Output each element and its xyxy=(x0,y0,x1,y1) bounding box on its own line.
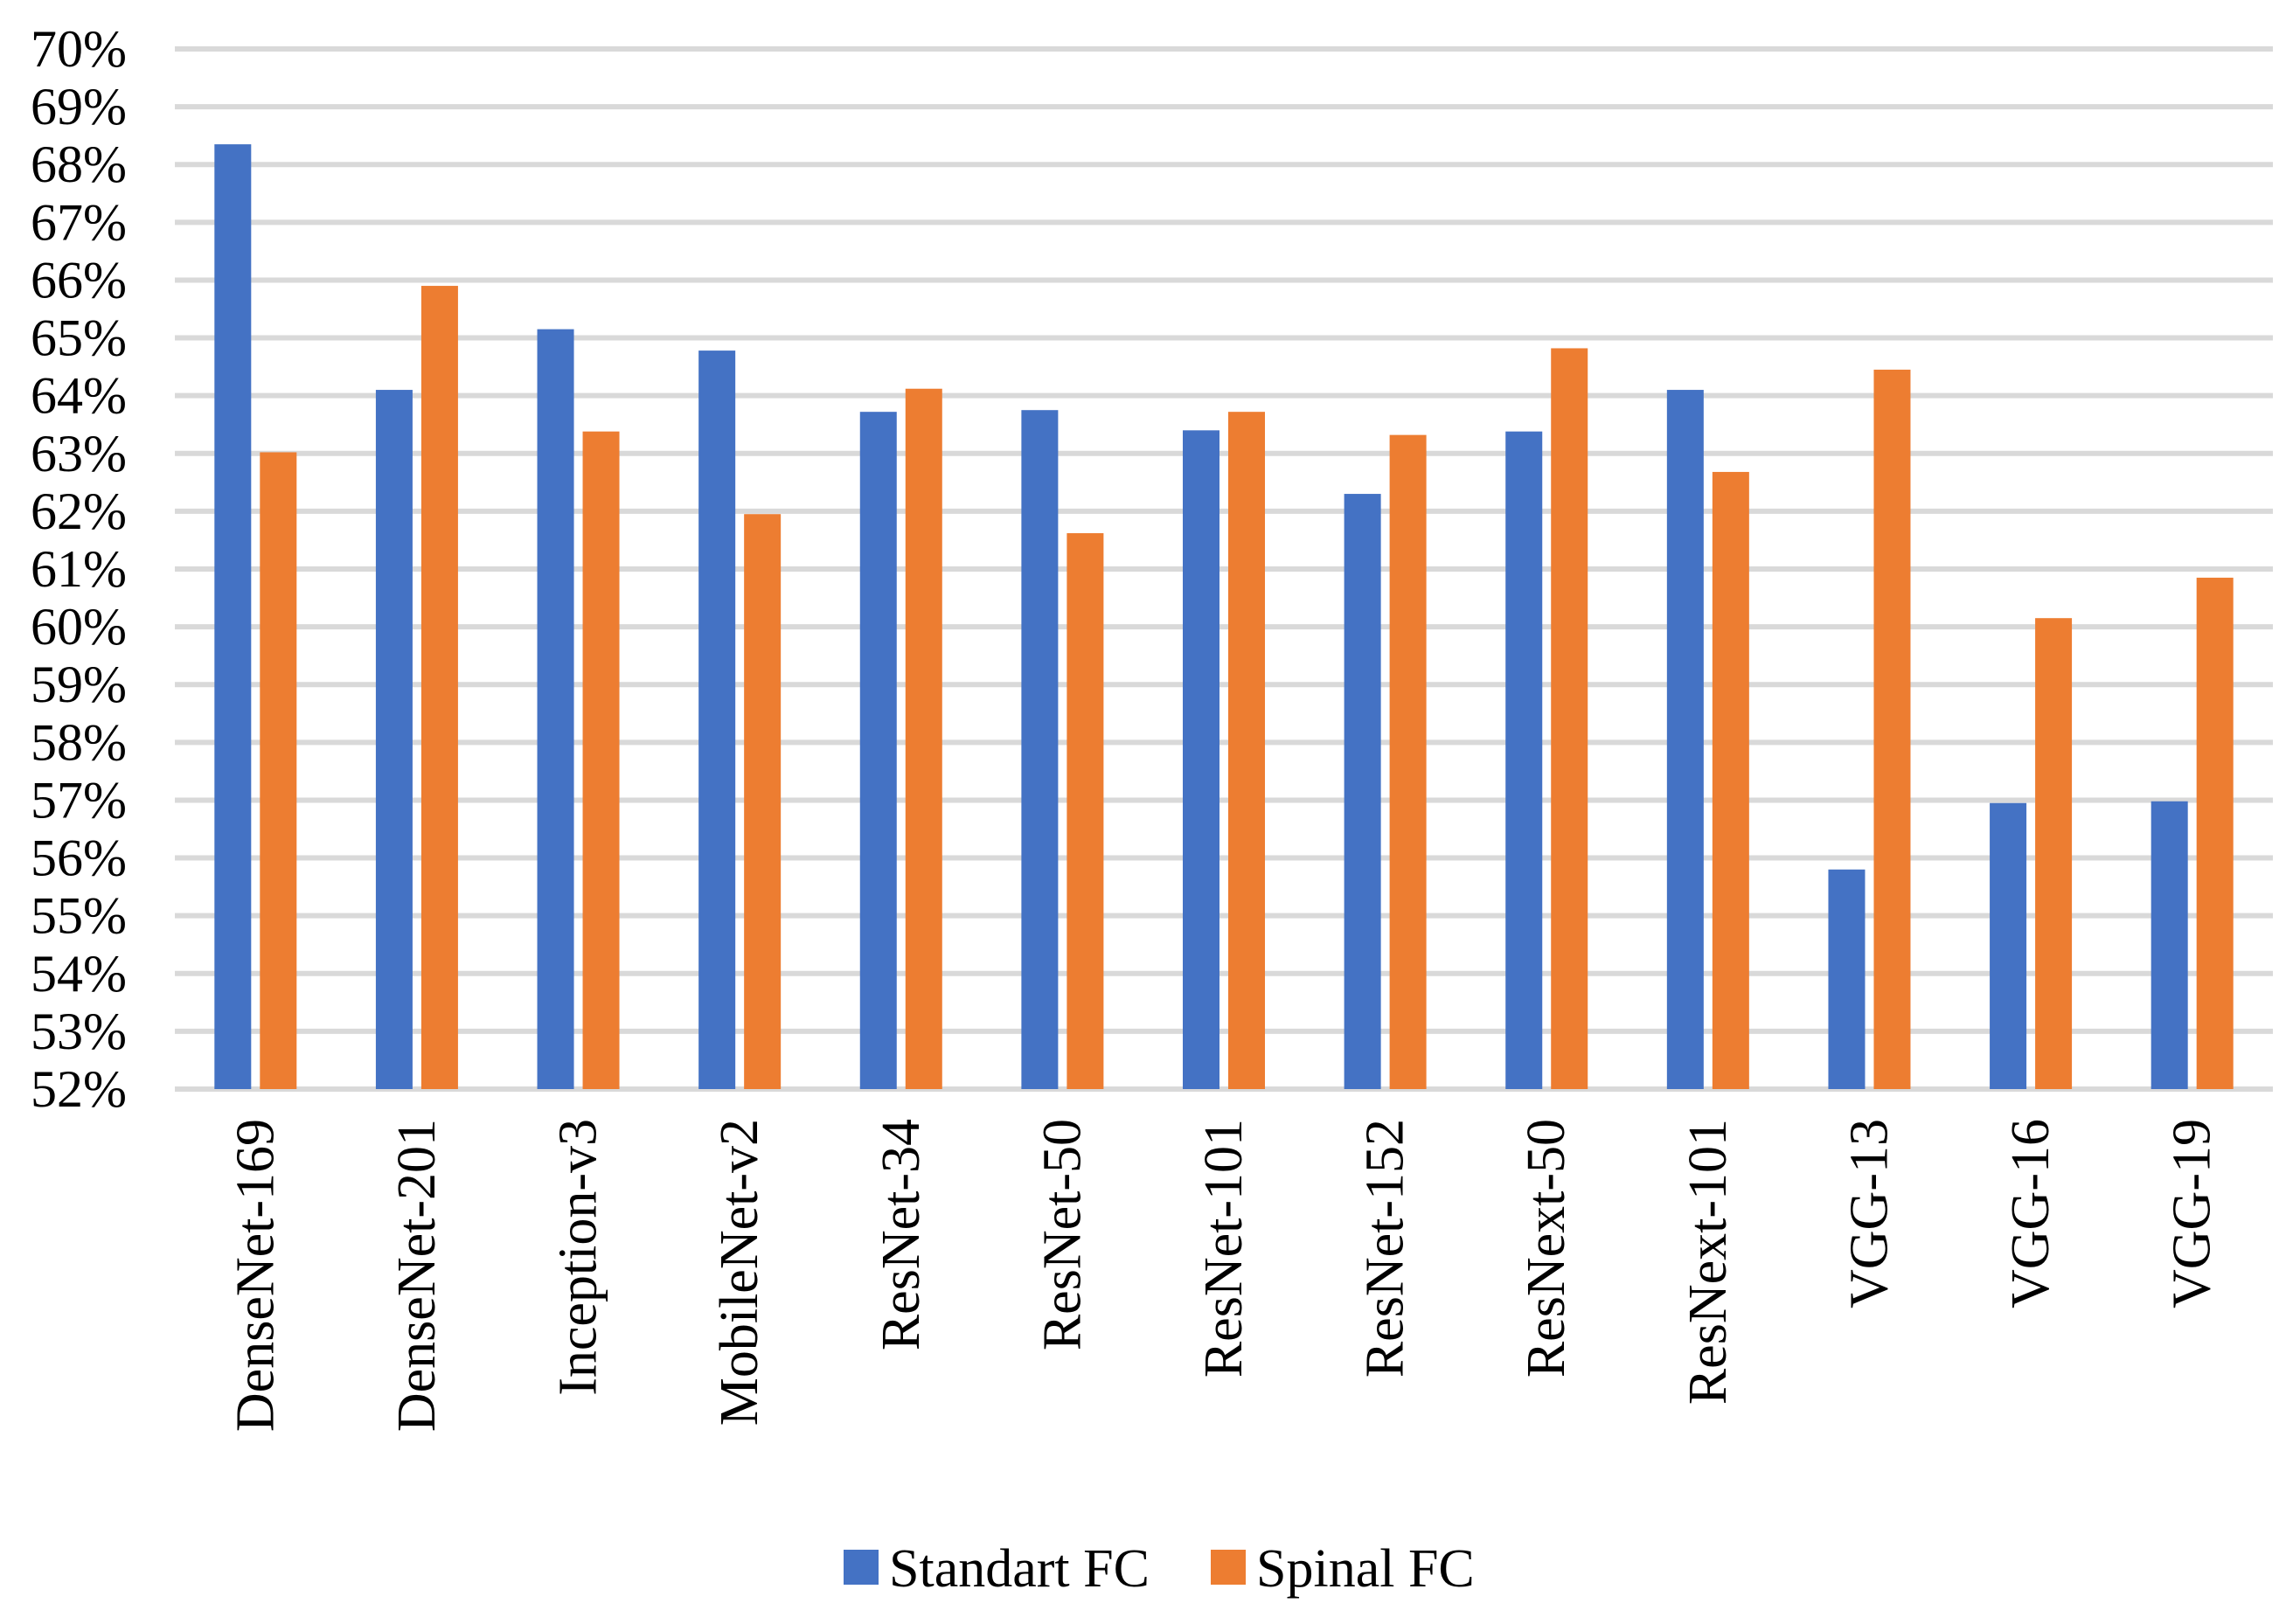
legend: Standart FC Spinal FC xyxy=(844,1539,1475,1599)
bar-standart-fc xyxy=(1828,869,1866,1089)
y-tick-label: 53% xyxy=(31,1003,127,1060)
bar-spinal-fc xyxy=(744,514,782,1089)
x-tick-label: ResNext-50 xyxy=(1517,1119,1576,1378)
bar-standart-fc xyxy=(1021,410,1059,1089)
x-tick-label: ResNet-152 xyxy=(1356,1119,1415,1378)
x-tick-label: ResNext-101 xyxy=(1678,1119,1738,1405)
x-tick-label: DenseNet-169 xyxy=(226,1119,285,1432)
legend-label: Standart FC xyxy=(889,1539,1150,1599)
bar-spinal-fc xyxy=(905,388,942,1089)
bar-spinal-fc xyxy=(1551,348,1588,1089)
y-tick-label: 56% xyxy=(31,829,127,887)
x-tick-label: VGG-13 xyxy=(1839,1119,1899,1308)
bar-standart-fc xyxy=(537,329,574,1089)
bar-spinal-fc xyxy=(1228,412,1265,1090)
bar-standart-fc xyxy=(698,350,736,1090)
bar-spinal-fc xyxy=(1712,471,1749,1089)
y-tick-label: 54% xyxy=(31,945,127,1003)
y-tick-label: 63% xyxy=(31,425,127,482)
bar-spinal-fc xyxy=(582,431,620,1090)
x-tick-label: VGG-19 xyxy=(2163,1119,2222,1308)
gridlines xyxy=(175,46,2273,1092)
bar-standart-fc xyxy=(1505,431,1543,1090)
y-tick-label: 68% xyxy=(31,135,127,193)
x-tick-label: ResNet-34 xyxy=(872,1119,931,1350)
bar-spinal-fc xyxy=(1389,434,1427,1090)
x-tick-label: Inception-v3 xyxy=(549,1119,608,1396)
y-tick-label: 69% xyxy=(31,78,127,135)
legend-swatch xyxy=(1211,1550,1246,1585)
x-tick-label: DenseNet-201 xyxy=(387,1119,447,1432)
y-tick-label: 64% xyxy=(31,367,127,425)
x-axis-ticks: DenseNet-169 DenseNet-201 Inception-v3 Mobi… xyxy=(226,1119,2221,1432)
x-tick-label: MobileNet-v2 xyxy=(710,1119,769,1426)
y-tick-label: 60% xyxy=(31,598,127,656)
y-tick-label: 70% xyxy=(31,20,127,78)
bar-standart-fc xyxy=(214,144,252,1089)
bar-spinal-fc xyxy=(1067,533,1104,1089)
y-tick-label: 67% xyxy=(31,193,127,251)
y-tick-label: 66% xyxy=(31,251,127,309)
bar-standart-fc xyxy=(1666,390,1704,1089)
bar-standart-fc xyxy=(1344,494,1381,1089)
x-tick-label: ResNet-101 xyxy=(1194,1119,1254,1378)
x-tick-label: VGG-16 xyxy=(2001,1119,2060,1308)
y-tick-label: 65% xyxy=(31,309,127,367)
bar-spinal-fc xyxy=(1873,369,1911,1090)
bars xyxy=(214,144,2234,1090)
bar-standart-fc xyxy=(2151,801,2188,1089)
bar-standart-fc xyxy=(1990,802,2027,1089)
y-tick-label: 62% xyxy=(31,482,127,540)
legend-swatch xyxy=(844,1550,879,1585)
y-tick-label: 59% xyxy=(31,656,127,713)
y-tick-label: 52% xyxy=(31,1060,127,1118)
x-tick-label: ResNet-50 xyxy=(1032,1119,1092,1350)
y-tick-label: 58% xyxy=(31,713,127,771)
y-tick-label: 57% xyxy=(31,771,127,829)
bar-spinal-fc xyxy=(2196,577,2234,1089)
bar-standart-fc xyxy=(859,412,897,1090)
bar-spinal-fc xyxy=(260,452,297,1089)
bar-standart-fc xyxy=(1183,430,1219,1089)
bar-spinal-fc xyxy=(420,286,458,1089)
y-tick-label: 61% xyxy=(31,540,127,598)
bar-spinal-fc xyxy=(2035,618,2073,1089)
legend-label: Spinal FC xyxy=(1256,1539,1475,1599)
y-axis-ticks: 52%53%54%55%56%57%58%59%60%61%62%63%64%6… xyxy=(31,20,127,1118)
bar-standart-fc xyxy=(375,390,413,1089)
y-tick-label: 55% xyxy=(31,887,127,945)
